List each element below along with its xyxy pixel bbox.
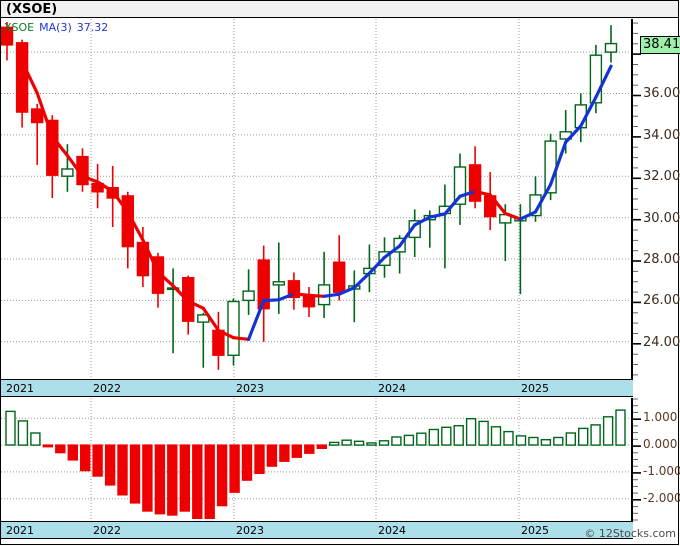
price-tick-label: 26.00 [643,293,680,309]
macd-tick-label: -1.000 [643,463,680,478]
price-tick-label: 28.00 [643,252,680,268]
price-tick-label: 32.00 [643,169,680,185]
year-label-price: 2024 [378,382,406,395]
price-tick-label: 24.00 [643,334,680,350]
macd-tick-label: -2.000 [643,490,680,505]
year-label-price: 2025 [521,382,549,395]
copyright-footer: © 12Stocks.com [584,527,676,540]
macd-chart-panel [1,398,633,521]
year-label-price: 2023 [236,382,264,395]
last-price-tag: 38.41 [640,35,680,54]
page-title: (XSOE) [6,2,58,17]
price-tick-label: 34.00 [643,127,680,143]
legend-ma-label: MA(3) [39,21,72,34]
legend-symbol: XSOE [4,21,35,34]
year-label-price: 2021 [6,382,34,395]
year-label-macd: 2022 [93,524,121,537]
price-chart-panel [1,19,633,379]
price-tick-label: 30.00 [643,210,680,226]
macd-axis-ticks [633,398,641,521]
price-axis: 38.41 36.00 34.00 32.00 30.00 28.00 26.00 24.00 [633,19,680,379]
macd-axis: 1.000 0.000 -1.000 -2.000 [633,398,680,521]
legend-ma-value: 37.32 [76,21,109,34]
title-bar: (XSOE) [1,1,678,18]
year-axis-macd: 2021 2022 2023 2024 2025 [1,521,633,539]
price-tick-label: 36.00 [643,86,680,102]
price-axis-ticks [633,22,641,376]
year-axis-price: 2021 2022 2023 2024 2025 [1,379,633,397]
macd-chart-svg [1,398,631,519]
year-label-macd: 2024 [378,524,406,537]
year-label-macd: 2023 [236,524,264,537]
macd-tick-label: 1.000 [643,410,678,425]
price-legend: XSOE MA(3) 37.32 [4,21,108,34]
macd-tick-label: 0.000 [643,437,678,452]
price-chart-svg [1,19,631,377]
year-label-macd: 2021 [6,524,34,537]
year-label-price: 2022 [93,382,121,395]
year-label-macd: 2025 [521,524,549,537]
